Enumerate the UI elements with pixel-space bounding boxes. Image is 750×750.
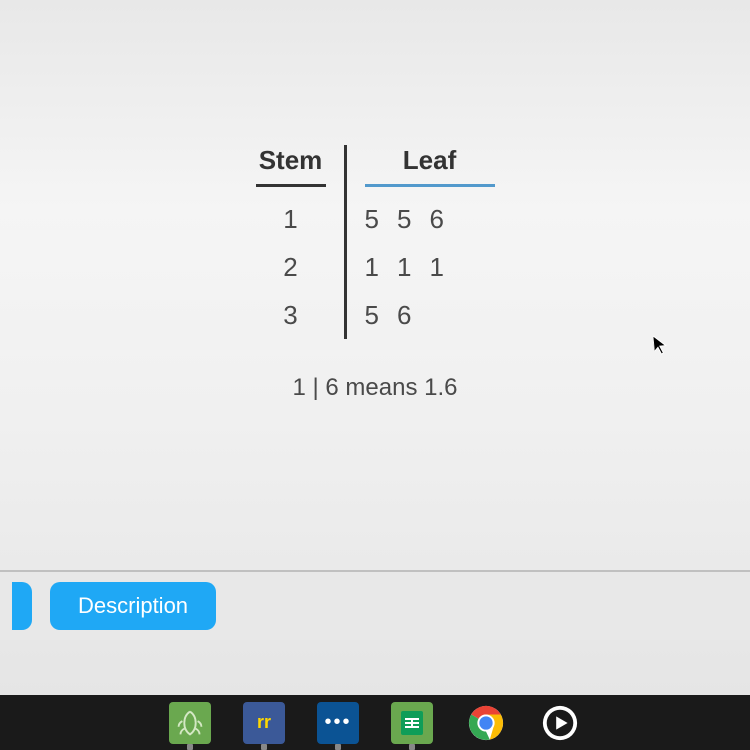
- description-button-label: Description: [78, 593, 188, 619]
- plot-legend: 1 | 6 means 1.6: [293, 374, 458, 402]
- leaf-value: 6: [397, 300, 411, 331]
- leaf-value: 1: [365, 252, 379, 283]
- description-button[interactable]: Description: [50, 582, 216, 630]
- dots-label: •••: [324, 711, 351, 734]
- taskbar-ancestry-icon[interactable]: [169, 702, 211, 744]
- leaf-value: 6: [429, 204, 443, 235]
- prev-button-partial[interactable]: [12, 582, 32, 630]
- stem-value: 3: [256, 291, 326, 339]
- leaf-column: Leaf 5 5 6 1 1 1 5 6: [347, 145, 495, 339]
- leaf-row: 5 5 6: [365, 195, 495, 243]
- active-indicator: [335, 744, 341, 750]
- stem-column: Stem 1 2 3: [256, 145, 347, 339]
- taskbar-video-icon[interactable]: [539, 702, 581, 744]
- taskbar-chrome-icon[interactable]: [465, 702, 507, 744]
- leaf-value: 1: [397, 252, 411, 283]
- rr-label: rr: [257, 712, 271, 733]
- action-bar: Description: [0, 570, 750, 640]
- screen-content: Stem 1 2 3 Leaf 5 5 6 1 1 1 5: [0, 0, 750, 695]
- leaf-value: 5: [365, 204, 379, 235]
- taskbar-rr-icon[interactable]: rr: [243, 702, 285, 744]
- stem-leaf-plot: Stem 1 2 3 Leaf 5 5 6 1 1 1 5: [256, 145, 495, 339]
- leaf-row: 5 6: [365, 291, 495, 339]
- active-indicator: [187, 744, 193, 750]
- leaf-value: 5: [397, 204, 411, 235]
- taskbar-panel-icon[interactable]: •••: [317, 702, 359, 744]
- leaf-header: Leaf: [365, 145, 495, 187]
- active-indicator: [261, 744, 267, 750]
- leaf-row: 1 1 1: [365, 243, 495, 291]
- cursor-icon: [653, 334, 671, 361]
- taskbar-sheets-icon[interactable]: [391, 702, 433, 744]
- leaf-value: 5: [365, 300, 379, 331]
- stem-header: Stem: [256, 145, 326, 187]
- active-indicator: [409, 744, 415, 750]
- stem-value: 2: [256, 243, 326, 291]
- taskbar: rr •••: [0, 695, 750, 750]
- stem-value: 1: [256, 195, 326, 243]
- leaf-value: 1: [429, 252, 443, 283]
